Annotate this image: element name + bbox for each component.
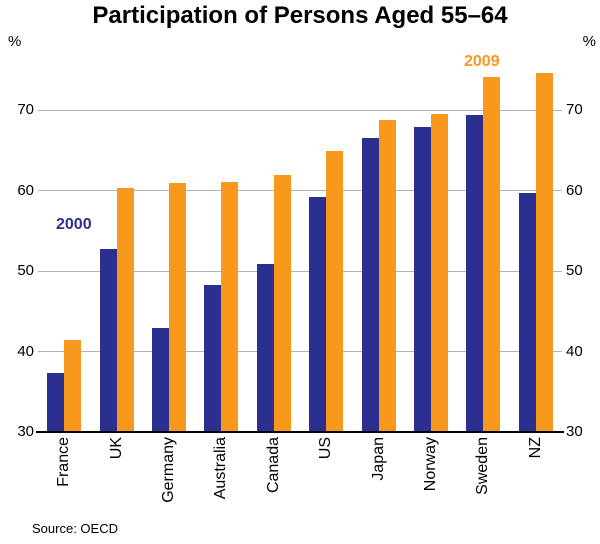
y-tick-left-40: 40 xyxy=(17,342,34,360)
bar-2009-canada xyxy=(274,174,291,432)
bar-2000-japan xyxy=(362,138,379,432)
x-label-text: Norway xyxy=(422,437,439,492)
x-label-japan: Japan xyxy=(369,437,389,529)
y-axis-unit-right: % xyxy=(582,33,596,50)
bar-2000-sweden xyxy=(466,115,483,432)
bar-2009-norway xyxy=(431,114,448,432)
bar-2009-uk xyxy=(117,188,134,432)
x-label-text: France xyxy=(55,437,72,487)
y-tick-left-50: 50 xyxy=(17,262,34,280)
y-tick-right-40: 40 xyxy=(566,342,583,360)
y-axis-unit-left: % xyxy=(8,33,22,50)
bar-2000-france xyxy=(47,373,64,432)
x-label-text: Sweden xyxy=(474,437,491,495)
x-label-text: US xyxy=(317,437,334,460)
bar-2000-nz xyxy=(519,193,536,432)
y-tick-right-50: 50 xyxy=(566,262,583,280)
series-label-2009: 2009 xyxy=(464,53,500,70)
x-label-text: Canada xyxy=(265,437,282,494)
gridline-50 xyxy=(38,270,562,272)
bar-2009-australia xyxy=(221,181,238,432)
y-tick-left-60: 60 xyxy=(17,181,34,199)
x-label-text: Germany xyxy=(160,437,177,503)
gridline-60 xyxy=(38,190,562,192)
x-label-text: UK xyxy=(108,437,125,460)
bar-2009-nz xyxy=(536,72,553,432)
x-label-uk: UK xyxy=(107,437,127,529)
bar-2000-us xyxy=(309,197,326,432)
y-tick-left-30: 30 xyxy=(17,423,34,440)
bar-2000-australia xyxy=(204,284,221,432)
x-axis-line xyxy=(36,431,564,433)
bar-2009-us xyxy=(326,151,343,432)
x-label-norway: Norway xyxy=(421,437,441,529)
x-label-canada: Canada xyxy=(264,437,284,529)
gridline-70 xyxy=(38,109,562,111)
x-label-australia: Australia xyxy=(211,437,231,529)
series-label-2000: 2000 xyxy=(56,216,92,233)
x-label-text: NZ xyxy=(527,437,544,459)
bar-2000-germany xyxy=(152,328,169,432)
x-label-us: US xyxy=(316,437,336,529)
x-label-text: Australia xyxy=(212,437,229,500)
x-label-france: France xyxy=(54,437,74,529)
x-label-sweden: Sweden xyxy=(473,437,493,529)
bar-2000-norway xyxy=(414,127,431,432)
bar-2009-france xyxy=(64,340,81,432)
bar-2000-uk xyxy=(100,249,117,432)
bar-2000-canada xyxy=(257,263,274,432)
gridline-40 xyxy=(38,351,562,353)
x-label-germany: Germany xyxy=(159,437,179,529)
x-label-nz: NZ xyxy=(526,437,546,529)
bar-2009-sweden xyxy=(483,77,500,432)
bar-2009-germany xyxy=(169,182,186,432)
y-tick-right-70: 70 xyxy=(566,101,583,119)
y-tick-right-60: 60 xyxy=(566,181,583,199)
x-label-text: Japan xyxy=(370,437,387,481)
y-tick-right-30: 30 xyxy=(566,423,583,440)
chart-title: Participation of Persons Aged 55–64 xyxy=(92,2,508,29)
bar-2009-japan xyxy=(379,119,396,432)
source-note: Source: OECD xyxy=(32,521,118,536)
y-tick-left-70: 70 xyxy=(17,101,34,119)
